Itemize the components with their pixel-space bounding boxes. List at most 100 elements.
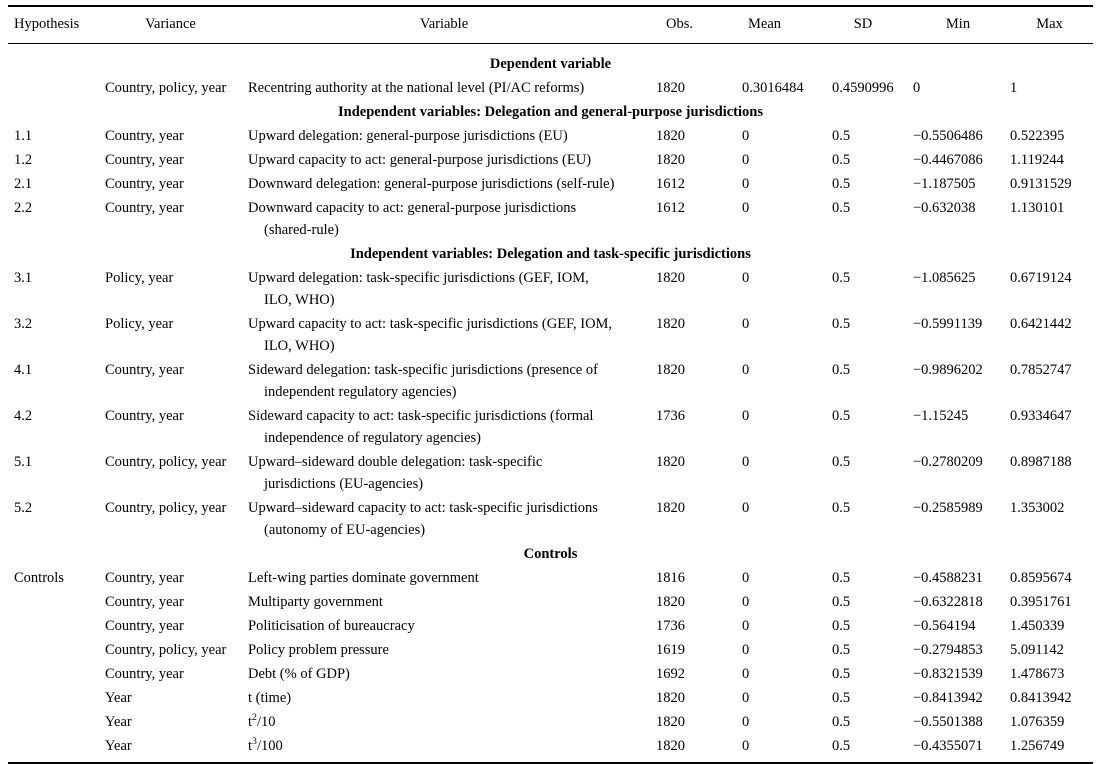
table-row: 2.1 Country, year Downward delegation: gen… bbox=[8, 172, 1093, 196]
column-header-mean: Mean bbox=[713, 6, 816, 44]
cell-obs: 1736 bbox=[656, 408, 685, 424]
cell-max: 1.353002 bbox=[1010, 500, 1065, 516]
table-row: 3.1 Policy, year Upward delegation: task-s… bbox=[8, 266, 1093, 312]
cell-max: 0.3951761 bbox=[1010, 594, 1072, 610]
cell-variance: Country, year bbox=[105, 128, 184, 144]
cell-mean: 0 bbox=[742, 642, 750, 658]
cell-obs: 1612 bbox=[656, 176, 685, 192]
cell-obs: 1816 bbox=[656, 570, 685, 586]
paper-page: Hypothesis Variance Variable Obs. Mean SD Min M… bbox=[0, 5, 1101, 764]
cell-hypothesis: 5.1 bbox=[14, 454, 33, 470]
cell-mean: 0 bbox=[742, 454, 750, 470]
cell-sd: 0.5 bbox=[832, 176, 851, 192]
cell-variable: Upward–sideward double delegation: task-… bbox=[242, 450, 646, 496]
table-row: Year t (time) 1820 0 0.5 −0.8413942 0.8413942 bbox=[8, 686, 1093, 710]
cell-min: −0.6322818 bbox=[913, 594, 983, 610]
cell-variable: Upward–sideward capacity to act: task-sp… bbox=[242, 496, 646, 542]
column-header-variable: Variable bbox=[242, 6, 646, 44]
section-title: Controls bbox=[523, 546, 578, 562]
table-row: 1.1 Country, year Upward delegation: gener… bbox=[8, 124, 1093, 148]
table-row: 4.1 Country, year Sideward delegation: tas… bbox=[8, 358, 1093, 404]
cell-min: −0.8321539 bbox=[913, 666, 983, 682]
cell-variance: Year bbox=[105, 690, 132, 706]
table-row: 4.2 Country, year Sideward capacity to act… bbox=[8, 404, 1093, 450]
cell-variable: Upward delegation: general-purpose juris… bbox=[248, 128, 568, 144]
cell-min: −0.2585989 bbox=[913, 500, 983, 516]
cell-min: −0.2794853 bbox=[913, 642, 983, 658]
cell-variable: t2/10 bbox=[248, 712, 276, 730]
cell-max: 1.119244 bbox=[1010, 152, 1064, 168]
cell-max: 0.8595674 bbox=[1010, 570, 1072, 586]
cell-hypothesis: 4.1 bbox=[14, 362, 33, 378]
cell-variance: Country, year bbox=[105, 570, 184, 586]
cell-obs: 1820 bbox=[656, 738, 685, 754]
superscript: 2 bbox=[252, 712, 257, 724]
cell-sd: 0.5 bbox=[832, 408, 851, 424]
cell-variable: Left-wing parties dominate government bbox=[248, 570, 479, 586]
cell-variance: Country, year bbox=[105, 408, 184, 424]
cell-hypothesis bbox=[8, 638, 99, 662]
cell-variance: Country, year bbox=[105, 362, 184, 378]
cell-variable: Upward capacity to act: task-specific ju… bbox=[242, 312, 646, 358]
cell-min: −0.4467086 bbox=[913, 152, 983, 168]
variable-continuation-line: (autonomy of EU-agencies) bbox=[264, 522, 426, 538]
table-row: Controls Country, year Left-wing parties d… bbox=[8, 566, 1093, 590]
cell-min: −1.15245 bbox=[913, 408, 969, 424]
cell-variable: Sideward capacity to act: task-specific … bbox=[242, 404, 646, 450]
cell-sd: 0.5 bbox=[832, 500, 851, 516]
variable-continuation-line: independence of regulatory agencies) bbox=[264, 430, 481, 446]
cell-sd: 0.5 bbox=[832, 666, 851, 682]
cell-max: 0.9131529 bbox=[1010, 176, 1072, 192]
cell-min: −1.085625 bbox=[913, 270, 976, 286]
cell-min: −0.8413942 bbox=[913, 690, 983, 706]
cell-obs: 1692 bbox=[656, 666, 685, 682]
cell-hypothesis bbox=[8, 710, 99, 734]
cell-variable: Downward capacity to act: general-purpos… bbox=[242, 196, 646, 242]
cell-variance: Year bbox=[105, 714, 132, 730]
column-header-obs: Obs. bbox=[646, 6, 713, 44]
cell-variable: Upward delegation: task-specific jurisdi… bbox=[242, 266, 646, 312]
cell-obs: 1820 bbox=[656, 270, 685, 286]
cell-obs: 1820 bbox=[656, 316, 685, 332]
cell-hypothesis: 3.2 bbox=[14, 316, 33, 332]
table-row: Country, year Debt (% of GDP) 1692 0 0.5 −0.8… bbox=[8, 662, 1093, 686]
cell-mean: 0 bbox=[742, 200, 750, 216]
cell-obs: 1820 bbox=[656, 362, 685, 378]
cell-mean: 0 bbox=[742, 690, 750, 706]
cell-hypothesis: 1.1 bbox=[14, 128, 33, 144]
cell-max: 0.522395 bbox=[1010, 128, 1065, 144]
cell-sd: 0.5 bbox=[832, 200, 851, 216]
cell-min: −0.4355071 bbox=[913, 738, 983, 754]
cell-variable: Multiparty government bbox=[248, 594, 383, 610]
cell-mean: 0 bbox=[742, 594, 750, 610]
table-row: 1.2 Country, year Upward capacity to act: … bbox=[8, 148, 1093, 172]
cell-hypothesis bbox=[8, 590, 99, 614]
cell-variance: Country, policy, year bbox=[105, 80, 227, 96]
cell-variance: Country, year bbox=[105, 176, 184, 192]
cell-min: −0.5506486 bbox=[913, 128, 983, 144]
cell-mean: 0 bbox=[742, 152, 750, 168]
cell-obs: 1820 bbox=[656, 690, 685, 706]
variable-continuation-line: ILO, WHO) bbox=[264, 292, 335, 308]
cell-hypothesis: 4.2 bbox=[14, 408, 33, 424]
cell-sd: 0.4590996 bbox=[832, 80, 894, 96]
cell-min: −1.187505 bbox=[913, 176, 976, 192]
cell-obs: 1820 bbox=[656, 500, 685, 516]
cell-hypothesis: 3.1 bbox=[14, 270, 33, 286]
cell-variable: Debt (% of GDP) bbox=[248, 666, 350, 682]
cell-max: 0.9334647 bbox=[1010, 408, 1072, 424]
cell-variance: Year bbox=[105, 738, 132, 754]
table-row: Country, policy, year Recentring authorit… bbox=[8, 76, 1093, 100]
cell-mean: 0.3016484 bbox=[742, 80, 804, 96]
cell-mean: 0 bbox=[742, 316, 750, 332]
section-row: Independent variables: Delegation and ge… bbox=[8, 100, 1093, 124]
cell-hypothesis: 2.2 bbox=[14, 200, 33, 216]
cell-hypothesis bbox=[8, 734, 99, 763]
descriptive-statistics-table: Hypothesis Variance Variable Obs. Mean SD Min M… bbox=[8, 5, 1093, 764]
cell-sd: 0.5 bbox=[832, 618, 851, 634]
cell-mean: 0 bbox=[742, 128, 750, 144]
cell-variable: Sideward delegation: task-specific juris… bbox=[242, 358, 646, 404]
cell-sd: 0.5 bbox=[832, 714, 851, 730]
column-header-sd: SD bbox=[816, 6, 910, 44]
cell-obs: 1820 bbox=[656, 152, 685, 168]
